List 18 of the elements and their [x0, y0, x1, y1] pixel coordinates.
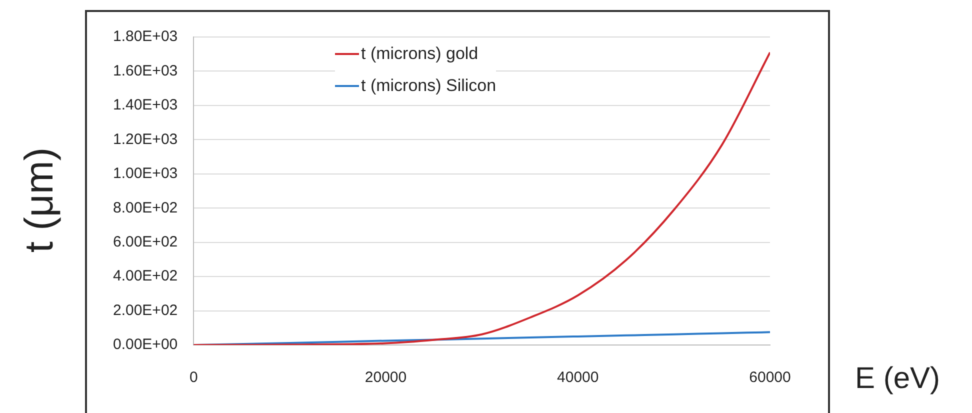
y-tick-label: 0.00E+00 — [112, 336, 178, 354]
legend-label: t (microns) gold — [361, 43, 478, 65]
legend-label: t (microns) Silicon — [361, 75, 496, 97]
x-tick-label: 60000 — [749, 369, 791, 386]
y-tick-label: 1.00E+03 — [112, 165, 178, 182]
x-tick-label: 20000 — [364, 369, 407, 386]
y-tick-label: 2.00E+02 — [112, 302, 178, 319]
x-tick-label: 40000 — [557, 369, 599, 386]
y-tick-label: 8.00E+02 — [112, 199, 178, 216]
y-tick-label: 1.80E+03 — [112, 28, 178, 46]
y-tick-label: 1.40E+03 — [112, 96, 178, 114]
y-axis-title: t (μm) — [18, 147, 62, 253]
x-tick-label: 0 — [189, 369, 198, 386]
x-axis-title: E (eV) — [855, 362, 940, 396]
y-tick-label: 1.60E+03 — [112, 62, 178, 80]
y-tick-label: 6.00E+02 — [112, 233, 178, 250]
y-tick-label: 4.00E+02 — [112, 268, 178, 285]
y-tick-label: 1.20E+03 — [112, 130, 178, 148]
